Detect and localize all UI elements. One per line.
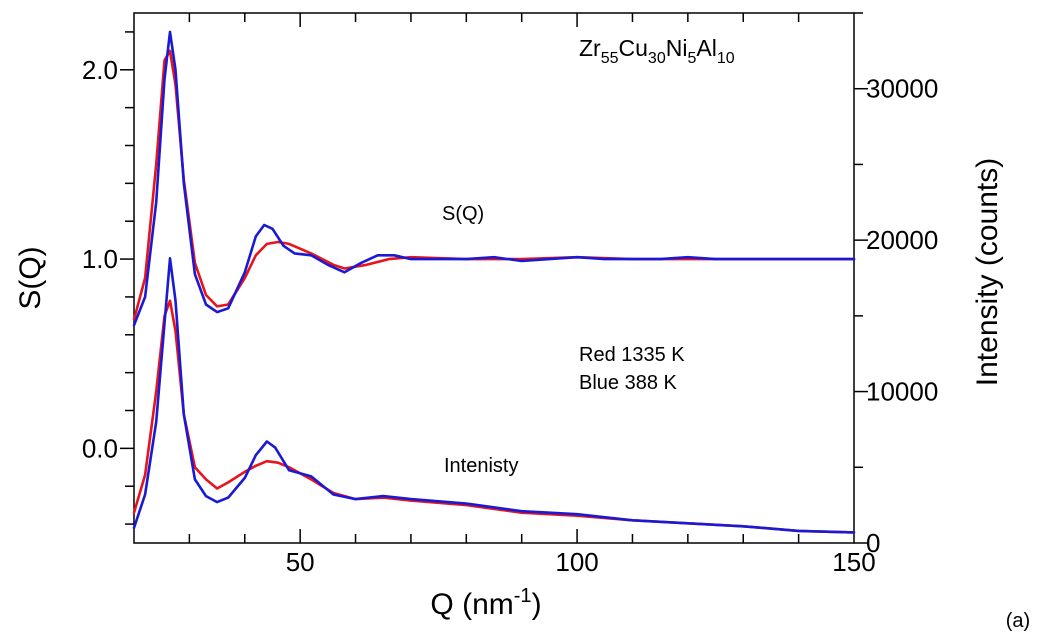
y-left-tick-label: 0.0 bbox=[82, 433, 118, 463]
y-right-tick-label: 10000 bbox=[866, 377, 938, 407]
plot-frame bbox=[133, 12, 855, 544]
y-right-tick-label: 30000 bbox=[866, 74, 938, 104]
sq-blue-line bbox=[132, 30, 856, 327]
y-right-tick-label: 20000 bbox=[866, 225, 938, 255]
legend-red: Red 1335 K bbox=[579, 344, 685, 366]
legend-blue: Blue 388 K bbox=[579, 372, 678, 394]
sq-curve-label: S(Q) bbox=[442, 203, 484, 225]
axis-ticks: 50 100 150 0.0 1.0 2.0 0 10000 20000 30000 bbox=[82, 12, 938, 577]
y-right-tick-label: 0 bbox=[866, 528, 880, 558]
panel-label: (a) bbox=[1006, 610, 1030, 632]
intensity-curve-label: Intenisty bbox=[444, 455, 518, 477]
y-right-axis-title: Intensity (counts) bbox=[971, 158, 1004, 386]
x-tick-label: 100 bbox=[555, 547, 598, 577]
series-lines bbox=[132, 30, 856, 534]
intensity-red-line bbox=[132, 299, 856, 534]
y-left-axis-title: S(Q) bbox=[14, 246, 47, 309]
intensity-blue-line bbox=[132, 256, 856, 534]
x-tick-label: 50 bbox=[286, 547, 315, 577]
y-left-tick-label: 1.0 bbox=[82, 244, 118, 274]
composition-label: Zr55Cu30Ni5Al10 bbox=[579, 35, 735, 67]
y-left-tick-label: 2.0 bbox=[82, 55, 118, 85]
x-tick-label: 150 bbox=[832, 547, 875, 577]
x-axis-title: Q (nm-1) bbox=[430, 585, 541, 621]
